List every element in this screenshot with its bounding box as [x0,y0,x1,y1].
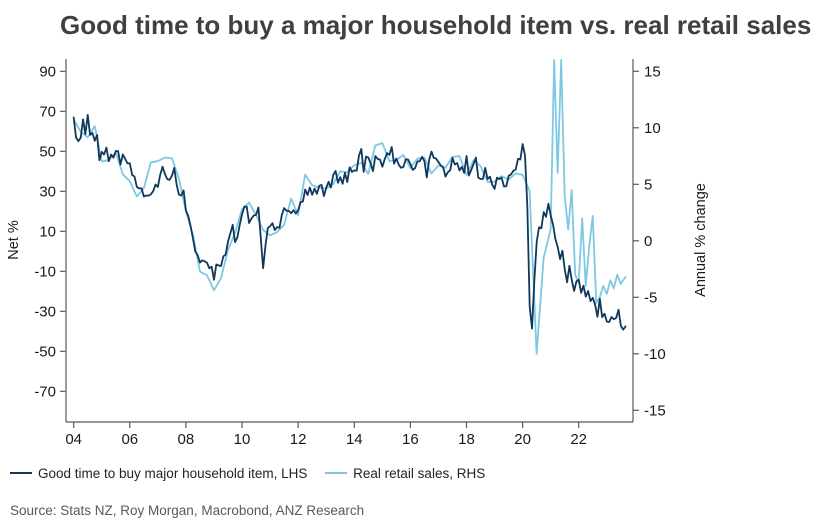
svg-text:06: 06 [121,431,138,448]
svg-text:Annual % change: Annual % change [693,183,709,297]
svg-text:-10: -10 [644,346,666,363]
svg-text:20: 20 [514,431,531,448]
svg-text:-5: -5 [644,289,657,306]
svg-text:5: 5 [644,176,652,193]
svg-text:0: 0 [644,233,652,250]
svg-text:30: 30 [39,183,56,200]
svg-text:12: 12 [290,431,307,448]
svg-text:-70: -70 [34,383,56,400]
svg-text:Net %: Net % [6,220,22,260]
svg-text:10: 10 [39,223,56,240]
svg-text:18: 18 [458,431,475,448]
svg-text:70: 70 [39,103,56,120]
svg-text:-50: -50 [34,343,56,360]
svg-text:90: 90 [39,63,56,80]
svg-text:15: 15 [644,63,661,80]
svg-text:22: 22 [570,431,587,448]
svg-text:-10: -10 [34,263,56,280]
svg-text:-30: -30 [34,303,56,320]
svg-text:50: 50 [39,143,56,160]
svg-text:16: 16 [402,431,419,448]
svg-text:-15: -15 [644,402,666,419]
svg-text:14: 14 [346,431,363,448]
svg-text:10: 10 [234,431,251,448]
svg-text:04: 04 [65,431,82,448]
svg-text:10: 10 [644,120,661,137]
svg-text:08: 08 [178,431,195,448]
